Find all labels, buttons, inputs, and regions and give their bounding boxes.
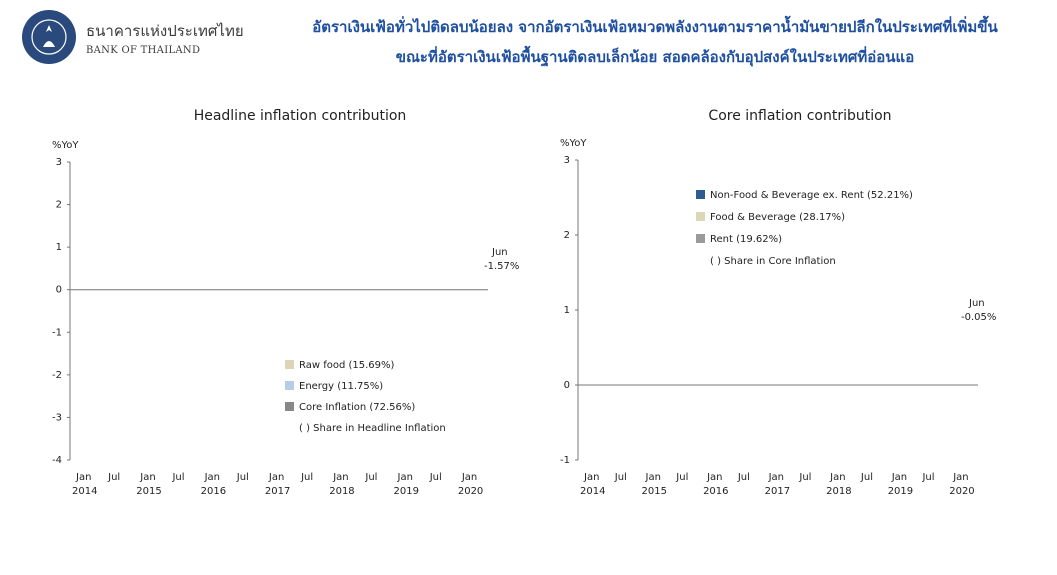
core-x-tick-label: Jan xyxy=(829,472,845,483)
core-x-tick-label: Jan xyxy=(583,472,599,483)
core-x-tick-year: 2016 xyxy=(703,486,728,497)
core-x-tick-year: 2014 xyxy=(580,486,605,497)
core-y-tick-label: 0 xyxy=(564,380,570,391)
headline-x-tick-label: Jul xyxy=(300,472,313,483)
headline-x-tick-label: Jan xyxy=(75,472,91,483)
headline-y-tick-label: -1 xyxy=(52,327,62,338)
headline-x-tick-label: Jul xyxy=(364,472,377,483)
core-x-tick-label: Jul xyxy=(675,472,688,483)
headline-x-tick-label: Jul xyxy=(171,472,184,483)
headline-legend-swatch xyxy=(285,402,294,411)
headline-chart-title: Headline inflation contribution xyxy=(193,108,407,124)
page-header: ธนาคารแห่งประเทศไทย BANK OF THAILAND อัต… xyxy=(0,0,1057,82)
core-y-tick-label: -1 xyxy=(560,455,570,466)
headline-x-tick-label: Jan xyxy=(204,472,220,483)
page-title-line-1: อัตราเงินเฟ้อทั่วไปติดลบน้อยลง จากอัตราเ… xyxy=(312,18,998,36)
core-x-tick-year: 2015 xyxy=(642,486,667,497)
headline-y-tick-label: -2 xyxy=(52,370,62,381)
headline-annotation-label: Jun xyxy=(491,247,508,258)
headline-x-tick-label: Jan xyxy=(268,472,284,483)
core-x-tick-label: Jul xyxy=(737,472,750,483)
bank-name-thai: ธนาคารแห่งประเทศไทย xyxy=(86,21,244,40)
headline-x-tick-label: Jul xyxy=(429,472,442,483)
core-legend-swatch xyxy=(696,234,705,243)
headline-y-tick-label: -4 xyxy=(52,455,62,466)
headline-y-tick-label: 3 xyxy=(56,157,62,168)
headline-annotation-value: -1.57% xyxy=(484,261,519,272)
core-x-tick-year: 2019 xyxy=(888,486,913,497)
headline-x-tick-year: 2016 xyxy=(201,486,226,497)
core-x-tick-year: 2017 xyxy=(765,486,790,497)
headline-x-tick-year: 2019 xyxy=(394,486,419,497)
core-legend-label: Food & Beverage (28.17%) xyxy=(710,212,845,223)
core-x-tick-label: Jan xyxy=(645,472,661,483)
page-title: อัตราเงินเฟ้อทั่วไปติดลบน้อยลง จากอัตราเ… xyxy=(260,12,1050,72)
headline-legend-label: ( ) Share in Headline Inflation xyxy=(299,423,446,434)
headline-x-tick-year: 2014 xyxy=(72,486,97,497)
headline-y-tick-label: 1 xyxy=(56,242,62,253)
core-inflation-chart: %YoY 3 2 1 0 -1 Jan 2014 Jul Jan 2015 Jul Jan 2016 Jul… xyxy=(560,138,996,497)
headline-y-axis-label: %YoY xyxy=(52,140,79,151)
headline-x-tick-year: 2015 xyxy=(136,486,161,497)
headline-x-tick-label: Jan xyxy=(461,472,477,483)
headline-legend-label: Energy (11.75%) xyxy=(299,381,383,392)
core-x-tick-label: Jan xyxy=(891,472,907,483)
core-legend-label: Non-Food & Beverage ex. Rent (52.21%) xyxy=(710,190,913,201)
core-legend-swatch xyxy=(696,212,705,221)
core-x-tick-label: Jul xyxy=(798,472,811,483)
core-y-axis-label: %YoY xyxy=(560,138,587,149)
headline-x-tick-label: Jul xyxy=(236,472,249,483)
core-x-tick-year: 2020 xyxy=(949,486,974,497)
core-x-tick-label: Jul xyxy=(921,472,934,483)
core-x-tick-label: Jan xyxy=(952,472,968,483)
core-x-tick-label: Jul xyxy=(860,472,873,483)
headline-x-tick-label: Jan xyxy=(397,472,413,483)
headline-x-tick-year: 2017 xyxy=(265,486,290,497)
page-title-line-2: ขณะที่อัตราเงินเฟ้อพื้นฐานติดลบเล็กน้อย … xyxy=(395,48,915,66)
core-x-tick-label: Jan xyxy=(706,472,722,483)
headline-legend-label: Raw food (15.69%) xyxy=(299,360,395,371)
core-legend-swatch xyxy=(696,190,705,199)
headline-x-tick-label: Jan xyxy=(332,472,348,483)
core-annotation-label: Jun xyxy=(968,298,985,309)
headline-legend-swatch xyxy=(285,381,294,390)
bank-name-english: BANK OF THAILAND xyxy=(86,44,201,56)
core-chart-title: Core inflation contribution xyxy=(708,108,892,124)
core-legend-label: Rent (19.62%) xyxy=(710,234,782,245)
headline-x-tick-year: 2020 xyxy=(458,486,483,497)
headline-y-tick-label: 2 xyxy=(56,200,62,211)
headline-y-tick-label: -3 xyxy=(52,412,62,423)
bank-logo: ธนาคารแห่งประเทศไทย BANK OF THAILAND xyxy=(22,10,244,64)
core-y-tick-label: 3 xyxy=(564,155,570,166)
core-x-tick-label: Jul xyxy=(614,472,627,483)
core-y-tick-label: 1 xyxy=(564,305,570,316)
headline-x-tick-label: Jan xyxy=(139,472,155,483)
headline-inflation-chart: %YoY 3 2 1 0 -1 -2 -3 -4 Jan 2014 Jul Jan 2015 Jul Jan 2… xyxy=(52,140,519,497)
headline-legend-label: Core Inflation (72.56%) xyxy=(299,402,415,413)
headline-x-tick-label: Jul xyxy=(107,472,120,483)
core-legend-label: ( ) Share in Core Inflation xyxy=(710,256,836,267)
headline-x-tick-year: 2018 xyxy=(329,486,354,497)
core-x-tick-year: 2018 xyxy=(826,486,851,497)
headline-legend-swatch xyxy=(285,360,294,369)
core-annotation-value: -0.05% xyxy=(961,312,996,323)
core-y-tick-label: 2 xyxy=(564,230,570,241)
bank-seal-icon xyxy=(22,10,76,64)
headline-y-tick-label: 0 xyxy=(56,285,62,296)
core-x-tick-label: Jan xyxy=(768,472,784,483)
